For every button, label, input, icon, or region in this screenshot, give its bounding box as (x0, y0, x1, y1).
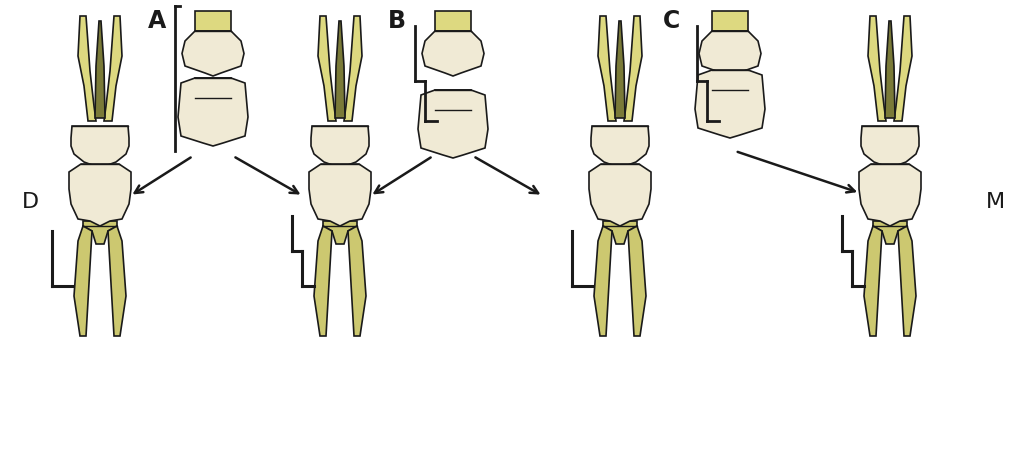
Polygon shape (894, 17, 911, 122)
Polygon shape (624, 17, 642, 122)
Polygon shape (311, 127, 369, 166)
Polygon shape (95, 22, 105, 119)
Polygon shape (314, 226, 332, 336)
Polygon shape (435, 12, 471, 32)
Polygon shape (712, 71, 748, 91)
Polygon shape (603, 221, 637, 244)
Polygon shape (195, 79, 231, 99)
Polygon shape (69, 165, 131, 226)
Polygon shape (323, 221, 357, 244)
Polygon shape (309, 165, 371, 226)
Polygon shape (712, 12, 748, 32)
Polygon shape (615, 22, 625, 119)
Polygon shape (591, 127, 649, 166)
Polygon shape (873, 221, 907, 244)
Polygon shape (594, 226, 612, 336)
Text: M: M (986, 192, 1005, 212)
Text: D: D (23, 192, 39, 212)
Polygon shape (108, 226, 126, 336)
Polygon shape (861, 127, 919, 166)
Polygon shape (859, 165, 921, 226)
Polygon shape (195, 99, 231, 119)
Polygon shape (868, 17, 886, 122)
Polygon shape (344, 17, 362, 122)
Text: C: C (663, 9, 680, 33)
Polygon shape (104, 17, 122, 122)
Text: A: A (148, 9, 166, 33)
Polygon shape (335, 22, 345, 119)
Polygon shape (422, 32, 484, 77)
Polygon shape (348, 226, 366, 336)
Polygon shape (712, 91, 748, 111)
Polygon shape (589, 165, 651, 226)
Polygon shape (318, 17, 336, 122)
Polygon shape (71, 127, 129, 166)
Polygon shape (78, 17, 96, 122)
Polygon shape (695, 71, 765, 139)
Polygon shape (898, 226, 916, 336)
Text: B: B (388, 9, 406, 33)
Polygon shape (182, 32, 244, 77)
Polygon shape (83, 221, 117, 244)
Polygon shape (885, 22, 895, 119)
Polygon shape (74, 226, 92, 336)
Polygon shape (598, 17, 616, 122)
Polygon shape (699, 32, 761, 77)
Polygon shape (864, 226, 882, 336)
Polygon shape (418, 91, 488, 159)
Polygon shape (178, 79, 248, 147)
Polygon shape (435, 111, 471, 131)
Polygon shape (435, 91, 471, 111)
Polygon shape (195, 12, 231, 32)
Polygon shape (628, 226, 646, 336)
